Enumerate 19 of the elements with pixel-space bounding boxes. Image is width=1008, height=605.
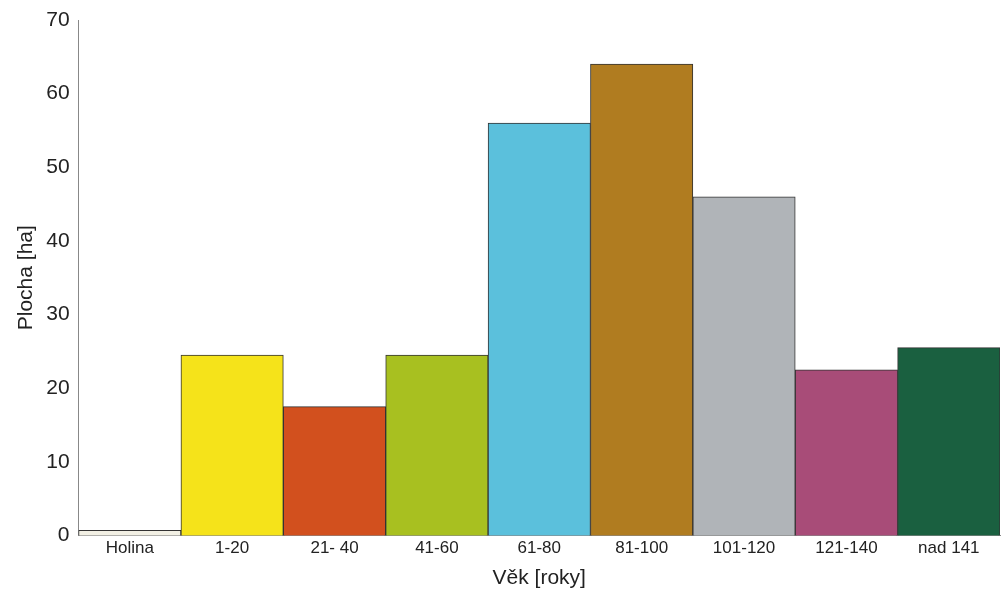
- x-tick-label: 101-120: [712, 538, 776, 558]
- y-axis-title: Plocha [ha]: [13, 225, 37, 331]
- x-tick-label: 21- 40: [310, 538, 359, 558]
- x-tick-label: 1-20: [215, 538, 250, 558]
- x-tick-label: 61-80: [517, 538, 562, 558]
- y-tick-label: 30: [46, 301, 70, 325]
- x-tick-label: 121-140: [815, 538, 878, 558]
- x-tick-label: Holina: [105, 538, 155, 558]
- y-tick-label: 0: [57, 522, 70, 546]
- y-tick-label: 20: [46, 374, 70, 398]
- x-tick-label: nad 141: [918, 538, 980, 558]
- y-tick-label: 50: [46, 154, 70, 178]
- y-tick-label: 40: [46, 227, 70, 251]
- x-tick-label: 81-100: [615, 538, 669, 558]
- x-tick-label: 41-60: [415, 538, 459, 558]
- x-axis-title: Věk [roky]: [492, 565, 586, 589]
- y-tick-label: 70: [46, 6, 70, 30]
- y-tick-label: 10: [46, 448, 70, 472]
- y-tick-label: 60: [46, 80, 70, 104]
